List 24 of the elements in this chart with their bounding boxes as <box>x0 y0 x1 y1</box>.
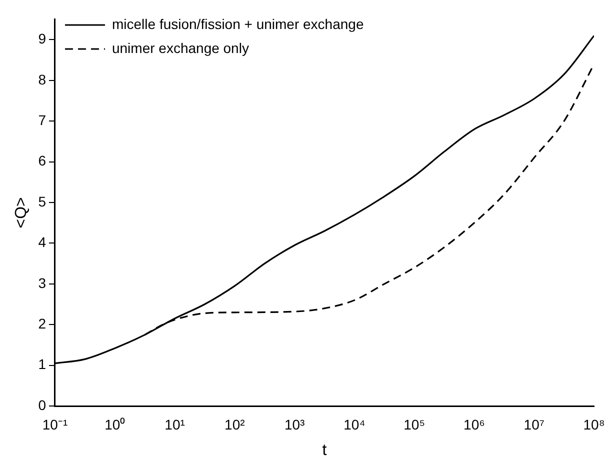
x-tick-label: 10¹ <box>164 416 186 432</box>
y-tick-label: 6 <box>38 152 46 169</box>
x-axis-title: t <box>322 442 328 459</box>
x-tick-label: 10⁰ <box>104 416 126 432</box>
x-tick-label: 10⁵ <box>404 416 426 432</box>
y-tick-label: 3 <box>38 274 46 291</box>
y-axis-title: <Q> <box>13 197 30 228</box>
x-tick-label: 10⁶ <box>464 416 485 432</box>
x-tick-label: 10² <box>224 416 246 432</box>
y-tick-label: 1 <box>38 356 46 372</box>
legend-label: unimer exchange only <box>112 40 249 56</box>
y-tick-label: 9 <box>38 30 46 47</box>
y-tick-label: 0 <box>38 396 46 413</box>
y-tick-label: 7 <box>38 112 46 128</box>
x-tick-label: 10⁸ <box>583 416 605 432</box>
x-tick-label: 10⁴ <box>344 416 366 432</box>
legend-label: micelle fusion/fission + unimer exchange <box>112 16 364 32</box>
y-tick-label: 8 <box>38 71 46 88</box>
y-tick-label: 5 <box>38 193 46 210</box>
x-tick-label: 10³ <box>284 416 306 432</box>
y-tick-label: 4 <box>38 234 46 250</box>
x-tick-label: 10⁷ <box>524 416 544 432</box>
x-tick-label: 10⁻¹ <box>42 416 68 432</box>
y-tick-label: 2 <box>38 315 46 332</box>
